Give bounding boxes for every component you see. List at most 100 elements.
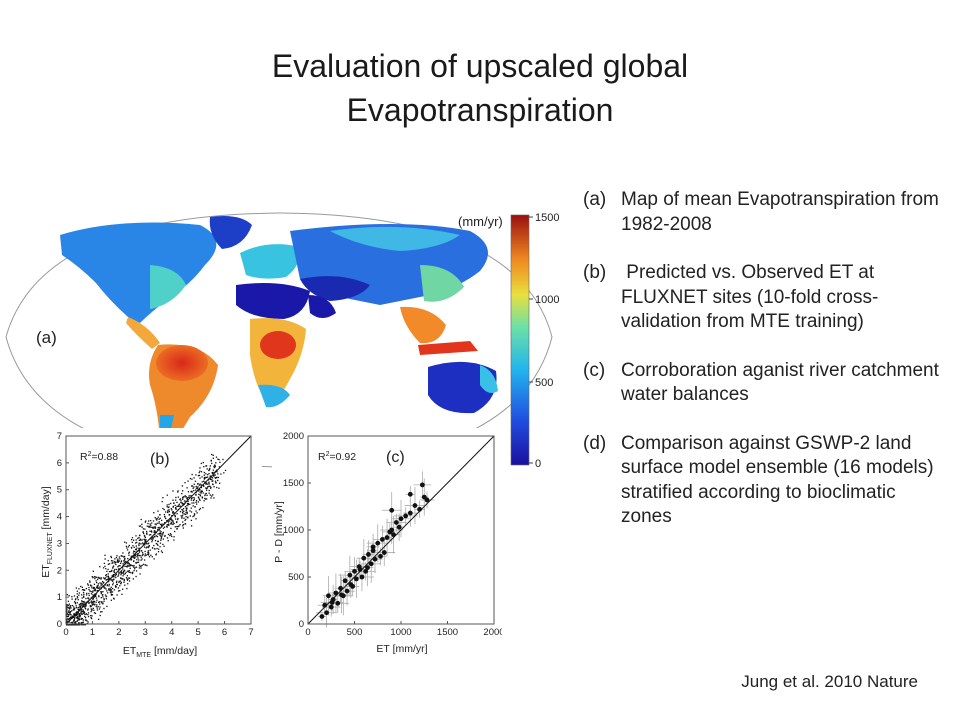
plot-b-point bbox=[193, 514, 196, 516]
plot-b-point bbox=[141, 539, 143, 541]
plot-b-point bbox=[178, 525, 180, 527]
plot-b-point bbox=[149, 549, 151, 551]
plot-c-point bbox=[342, 578, 348, 584]
plot-b-point bbox=[134, 566, 136, 569]
plot-b-point bbox=[81, 589, 84, 591]
plot-b-point bbox=[83, 624, 86, 626]
plot-b-point bbox=[137, 537, 139, 540]
plot-b-point bbox=[181, 485, 184, 487]
plot-b-point bbox=[108, 578, 110, 580]
plot-b-point bbox=[145, 520, 147, 522]
plot-b-point bbox=[194, 480, 197, 482]
plot-b-point bbox=[92, 570, 94, 572]
plot-b-point bbox=[76, 611, 78, 613]
plot-b-point bbox=[208, 481, 210, 483]
plot-b-point bbox=[87, 612, 90, 614]
plot-b-point bbox=[156, 519, 158, 521]
plot-b-point bbox=[101, 594, 104, 596]
plot-b-point bbox=[209, 478, 212, 480]
plot-b-point bbox=[138, 567, 141, 569]
plot-b-point bbox=[141, 554, 143, 557]
plot-b-point bbox=[110, 588, 112, 591]
plot-b-point bbox=[206, 487, 209, 489]
plot-b-point bbox=[150, 534, 152, 536]
plot-b-point bbox=[208, 485, 210, 487]
plot-b-point bbox=[90, 610, 92, 613]
plot-c-ticks: 0 500 1000 1500 2000 0 500 1000 1500 2000 bbox=[283, 431, 502, 638]
plot-b-point bbox=[176, 525, 178, 528]
plot-b-point bbox=[183, 517, 185, 519]
plot-b-point bbox=[181, 517, 183, 519]
plot-b-point bbox=[112, 567, 114, 569]
plot-b-point bbox=[199, 467, 201, 469]
plot-b-point bbox=[87, 608, 89, 610]
plot-b-point bbox=[150, 530, 153, 532]
plot-b-y-tick-label: 5 bbox=[57, 485, 62, 496]
plot-b-point bbox=[98, 601, 100, 604]
plot-b-point bbox=[182, 514, 184, 516]
plot-b-point bbox=[97, 589, 99, 592]
plot-b-point bbox=[208, 489, 210, 492]
plot-b-point bbox=[84, 607, 86, 609]
plot-b-point bbox=[160, 536, 163, 538]
plot-b-point bbox=[145, 541, 147, 543]
plot-b-point bbox=[162, 532, 164, 534]
plot-b-point bbox=[143, 534, 146, 537]
plot-b-point bbox=[135, 575, 137, 578]
plot-b-point bbox=[187, 503, 190, 505]
plot-b-point bbox=[119, 577, 122, 579]
plot-b-point bbox=[166, 526, 168, 528]
plot-b-point bbox=[75, 614, 78, 616]
plot-b-point bbox=[184, 495, 186, 497]
siberia-region bbox=[330, 226, 460, 251]
plot-c-x-axis-label: ET [mm/yr] bbox=[376, 643, 427, 655]
plot-b-point bbox=[84, 602, 86, 604]
plot-b-point bbox=[120, 569, 123, 572]
plot-b-point bbox=[77, 612, 79, 614]
plot-b-point bbox=[91, 609, 93, 612]
plot-b-point bbox=[212, 454, 214, 456]
plot-b-point bbox=[124, 565, 126, 568]
plot-b-point bbox=[93, 612, 96, 614]
plot-b-point bbox=[88, 592, 90, 595]
plot-b-point bbox=[70, 605, 72, 607]
plot-b-point bbox=[123, 561, 126, 563]
plot-b-point bbox=[179, 524, 181, 526]
plot-b-point bbox=[212, 483, 214, 485]
plot-b-point bbox=[106, 576, 108, 578]
plot-b-point bbox=[151, 531, 153, 533]
plot-b-point bbox=[172, 523, 174, 526]
plot-c-point bbox=[353, 576, 359, 582]
plot-c-point bbox=[365, 565, 370, 570]
colorbar-tick-label: 1500 bbox=[535, 212, 559, 224]
plot-b-point bbox=[70, 617, 72, 619]
plot-b-point bbox=[216, 486, 218, 489]
plot-b-point bbox=[122, 552, 124, 554]
plot-b-point bbox=[82, 609, 84, 611]
colorbar-unit-label: (mm/yr) bbox=[458, 214, 503, 229]
plot-b-point bbox=[102, 596, 104, 598]
plot-b-point bbox=[104, 577, 106, 579]
plot-b-point bbox=[160, 550, 163, 552]
plot-b-point bbox=[98, 587, 100, 589]
plot-b-point bbox=[199, 494, 201, 496]
plot-b-point bbox=[159, 545, 161, 548]
plot-b-point bbox=[74, 607, 76, 609]
plot-b-point bbox=[217, 476, 219, 479]
plot-b-point bbox=[89, 580, 91, 582]
plot-c-point bbox=[393, 520, 399, 525]
plot-b-point bbox=[154, 530, 156, 532]
plot-b-point bbox=[188, 495, 190, 497]
plot-b-point bbox=[95, 576, 97, 578]
plot-b-point bbox=[155, 518, 157, 520]
plot-b-point bbox=[77, 615, 79, 617]
plot-b-point bbox=[100, 597, 103, 599]
plot-b-point bbox=[85, 587, 88, 590]
plot-b-point bbox=[189, 515, 191, 517]
plot-b-point bbox=[96, 585, 98, 587]
plot-b-point bbox=[78, 613, 81, 615]
plot-b-point bbox=[136, 556, 138, 558]
scatter-plot-c: 0 500 1000 1500 2000 0 500 1000 1500 2000 R2=0.92… bbox=[272, 428, 502, 660]
plot-b-point bbox=[211, 495, 213, 497]
plot-b-point bbox=[154, 539, 157, 542]
